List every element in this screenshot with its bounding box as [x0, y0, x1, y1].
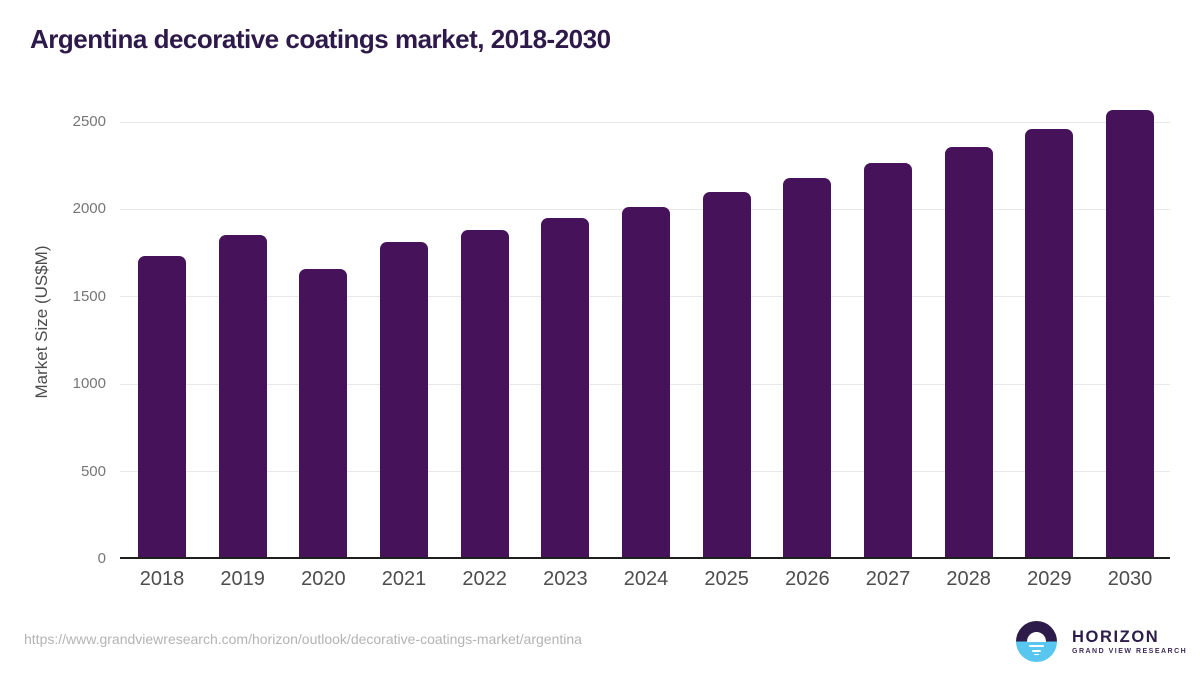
- x-tick-label-2019: 2019: [220, 568, 265, 590]
- y-tick-label-1000: 1000: [72, 375, 106, 393]
- bar-2028: [944, 147, 993, 559]
- horizon-logo: HORIZON GRAND VIEW RESEARCH: [1016, 621, 1187, 662]
- y-tick-label-0: 0: [97, 550, 106, 567]
- x-tick-label-2027: 2027: [865, 568, 911, 590]
- sun-reflection-line: [1034, 653, 1039, 656]
- bar-2026: [783, 178, 832, 559]
- y-axis-title: Market Size (US$M): [32, 245, 51, 399]
- gridline-2500: [120, 121, 1170, 123]
- sun-reflection-line: [1029, 644, 1044, 648]
- x-tick-label-2026: 2026: [785, 568, 830, 590]
- chart-title: Argentina decorative coatings market, 20…: [30, 24, 611, 54]
- logo-subtitle: GRAND VIEW RESEARCH: [1072, 647, 1188, 655]
- bar-2027: [864, 163, 912, 559]
- x-tick-label-2020: 2020: [301, 568, 346, 590]
- y-tick-label-500: 500: [80, 462, 106, 480]
- x-tick-label-2022: 2022: [462, 568, 507, 590]
- horizon-sun-icon: [1016, 621, 1057, 662]
- logo-text-block: HORIZON GRAND VIEW RESEARCH: [1072, 627, 1188, 655]
- bar-2022: [460, 229, 509, 559]
- x-tick-label-2029: 2029: [1027, 568, 1072, 590]
- x-tick-label-2018: 2018: [139, 568, 185, 590]
- sun-reflection-line: [1032, 649, 1041, 652]
- x-tick-label-2023: 2023: [543, 568, 588, 590]
- bar-2024: [622, 206, 670, 559]
- bar-2030: [1106, 110, 1154, 559]
- bar-2021: [380, 241, 428, 559]
- bar-2019: [218, 235, 267, 559]
- y-tick-label-1500: 1500: [72, 287, 106, 305]
- bar-2029: [1025, 128, 1074, 559]
- bar-2018: [138, 256, 186, 559]
- x-tick-label-2021: 2021: [381, 568, 427, 590]
- x-axis-line: [120, 557, 1170, 559]
- x-tick-label-2030: 2030: [1107, 568, 1153, 590]
- bar-2023: [541, 218, 590, 559]
- sun-shape: [1027, 632, 1046, 642]
- y-tick-label-2000: 2000: [72, 200, 106, 218]
- x-tick-label-2024: 2024: [623, 568, 669, 590]
- x-tick-label-2025: 2025: [704, 568, 749, 590]
- bar-2025: [702, 192, 751, 559]
- x-tick-label-2028: 2028: [946, 568, 991, 590]
- bar-2020: [299, 269, 348, 559]
- y-tick-label-2500: 2500: [72, 113, 106, 130]
- source-url-text: https://www.grandviewresearch.com/horizo…: [24, 631, 582, 647]
- logo-wordmark: HORIZON: [1072, 627, 1160, 646]
